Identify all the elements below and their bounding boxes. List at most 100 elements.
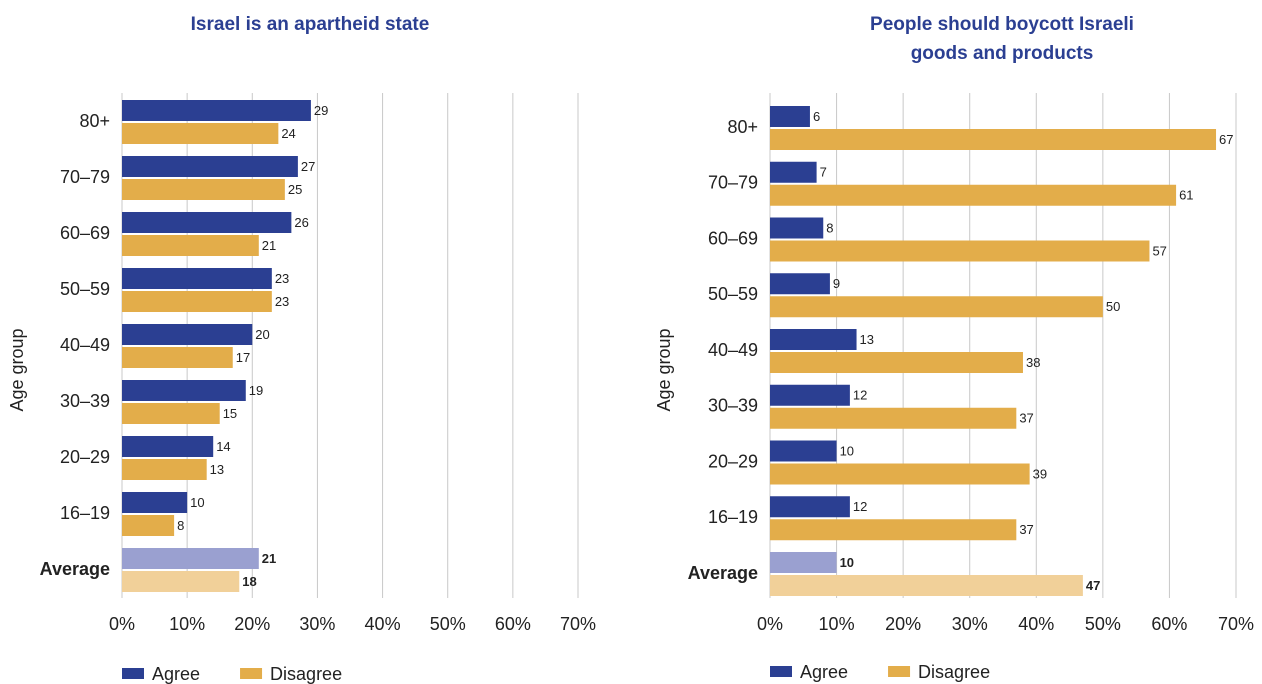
value-label: 38 bbox=[1026, 355, 1040, 370]
x-tick-label: 70% bbox=[560, 614, 596, 634]
x-tick-label: 10% bbox=[169, 614, 205, 634]
x-tick-label: 20% bbox=[885, 614, 921, 634]
bar bbox=[770, 496, 850, 518]
bar bbox=[770, 129, 1217, 150]
bar bbox=[122, 268, 272, 289]
value-label: 20 bbox=[255, 327, 269, 342]
bar bbox=[122, 212, 292, 233]
value-label: 6 bbox=[813, 109, 820, 124]
value-label: 37 bbox=[1019, 522, 1033, 537]
category-label: Average bbox=[40, 559, 110, 579]
x-tick-label: 0% bbox=[757, 614, 783, 634]
category-label: 16–19 bbox=[60, 503, 110, 523]
legend-swatch bbox=[122, 668, 144, 679]
category-label: 40–49 bbox=[708, 340, 758, 360]
legend-label: Disagree bbox=[270, 664, 342, 684]
legend-swatch bbox=[770, 666, 792, 677]
bar bbox=[122, 515, 175, 536]
value-label: 8 bbox=[826, 220, 833, 235]
bar bbox=[770, 407, 1017, 429]
bar bbox=[122, 179, 285, 200]
bar bbox=[770, 384, 850, 406]
bar bbox=[770, 273, 830, 295]
value-label: 13 bbox=[210, 462, 224, 477]
category-label: 70–79 bbox=[60, 167, 110, 187]
bar bbox=[122, 324, 253, 345]
category-label: 50–59 bbox=[60, 279, 110, 299]
bar bbox=[770, 184, 1177, 206]
value-label: 26 bbox=[294, 215, 308, 230]
x-tick-label: 50% bbox=[430, 614, 466, 634]
value-label: 12 bbox=[853, 388, 867, 403]
value-label: 23 bbox=[275, 294, 289, 309]
value-label: 7 bbox=[820, 165, 827, 180]
category-label: 70–79 bbox=[708, 173, 758, 193]
value-label: 39 bbox=[1033, 466, 1047, 481]
x-tick-label: 10% bbox=[819, 614, 855, 634]
value-label: 29 bbox=[314, 103, 328, 118]
bar bbox=[770, 352, 1023, 373]
bar bbox=[122, 403, 220, 424]
x-tick-label: 40% bbox=[365, 614, 401, 634]
value-label: 21 bbox=[262, 551, 276, 566]
bar bbox=[770, 519, 1017, 541]
category-label: Average bbox=[688, 563, 758, 583]
y-axis-label: Age group bbox=[7, 328, 27, 411]
x-tick-label: 70% bbox=[1218, 614, 1254, 634]
bar bbox=[770, 217, 824, 239]
bar bbox=[122, 436, 214, 457]
legend-label: Agree bbox=[800, 662, 848, 682]
value-label: 25 bbox=[288, 182, 302, 197]
value-label: 9 bbox=[833, 276, 840, 291]
value-label: 67 bbox=[1219, 132, 1233, 147]
x-tick-label: 50% bbox=[1085, 614, 1121, 634]
value-label: 24 bbox=[281, 126, 295, 141]
category-label: 60–69 bbox=[708, 228, 758, 248]
chart-title: Israel is an apartheid state bbox=[191, 14, 430, 35]
bar bbox=[770, 296, 1103, 318]
value-label: 17 bbox=[236, 350, 250, 365]
value-label: 13 bbox=[860, 332, 874, 347]
bar bbox=[122, 380, 246, 401]
value-label: 21 bbox=[262, 238, 276, 253]
legend-label: Disagree bbox=[918, 662, 990, 682]
category-label: 40–49 bbox=[60, 335, 110, 355]
value-label: 19 bbox=[249, 383, 263, 398]
bar bbox=[122, 123, 279, 144]
x-tick-label: 0% bbox=[109, 614, 135, 634]
bar bbox=[122, 459, 207, 480]
bar bbox=[770, 440, 837, 462]
bar bbox=[770, 575, 1083, 596]
category-label: 80+ bbox=[727, 117, 758, 137]
legend-swatch bbox=[240, 668, 263, 679]
chart-title: People should boycott Israeli bbox=[870, 14, 1134, 35]
value-label: 10 bbox=[840, 443, 854, 458]
bar bbox=[122, 347, 233, 368]
category-label: 50–59 bbox=[708, 284, 758, 304]
value-label: 14 bbox=[216, 439, 230, 454]
category-label: 80+ bbox=[79, 111, 110, 131]
value-label: 10 bbox=[190, 495, 204, 510]
bar bbox=[122, 291, 272, 312]
value-label: 27 bbox=[301, 159, 315, 174]
x-tick-label: 20% bbox=[234, 614, 270, 634]
value-label: 57 bbox=[1152, 243, 1166, 258]
value-label: 12 bbox=[853, 499, 867, 514]
y-axis-label: Age group bbox=[654, 328, 674, 411]
bar bbox=[770, 463, 1030, 485]
category-label: 20–29 bbox=[708, 451, 758, 471]
value-label: 8 bbox=[177, 518, 184, 533]
bar bbox=[770, 161, 817, 183]
category-label: 30–39 bbox=[708, 396, 758, 416]
chart-title: goods and products bbox=[911, 43, 1094, 64]
legend-label: Agree bbox=[152, 664, 200, 684]
value-label: 10 bbox=[840, 555, 854, 570]
bar bbox=[770, 240, 1150, 262]
bar bbox=[122, 492, 188, 513]
category-label: 30–39 bbox=[60, 391, 110, 411]
bar bbox=[122, 156, 298, 177]
value-label: 18 bbox=[242, 574, 256, 589]
value-label: 61 bbox=[1179, 188, 1193, 203]
x-tick-label: 30% bbox=[299, 614, 335, 634]
